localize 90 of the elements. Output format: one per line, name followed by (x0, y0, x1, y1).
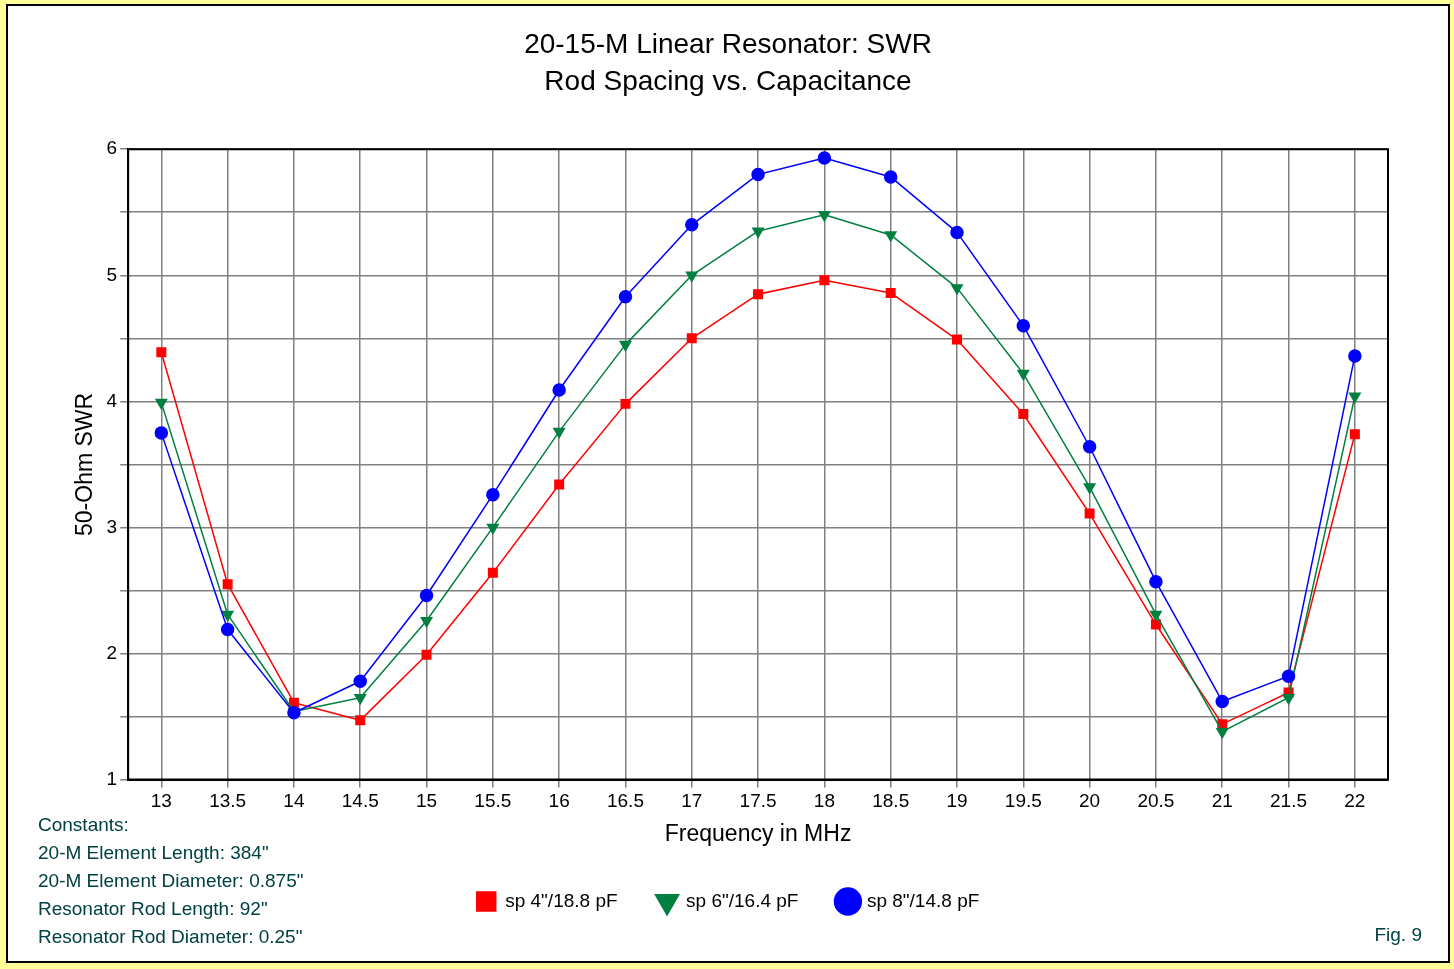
point (486, 523, 499, 535)
x-tick-label: 14.5 (341, 790, 379, 812)
point (884, 231, 897, 242)
point (221, 610, 234, 622)
point (1348, 349, 1362, 363)
point (1348, 392, 1361, 404)
point (618, 289, 633, 304)
point (1215, 694, 1229, 709)
point (753, 289, 764, 300)
point (952, 334, 962, 345)
point (1149, 574, 1163, 589)
point (883, 170, 898, 184)
text: 20-M Element Diameter: 0.875" (38, 870, 304, 892)
x-tick-label: 16.5 (606, 790, 644, 812)
point (685, 218, 699, 232)
text: 20-M Element Length: 384" (38, 842, 269, 864)
point (818, 211, 831, 222)
point (1082, 440, 1097, 454)
point (951, 284, 963, 295)
caption: Fig. 9 (1374, 924, 1422, 946)
x-axis-title: Frequency in MHz (664, 819, 852, 846)
y-tick-label: 6 (106, 137, 118, 159)
point (554, 479, 565, 490)
point (752, 227, 765, 238)
x-tick-label: 21.5 (1270, 790, 1308, 812)
point (156, 347, 167, 358)
point (819, 275, 830, 286)
point (487, 567, 498, 578)
legend-label: sp 6"/16.4 pF (686, 889, 799, 911)
y-tick-label: 3 (106, 515, 118, 537)
point (1017, 369, 1030, 381)
point (155, 398, 168, 410)
y-axis-title: 50-Ohm SWR (71, 392, 98, 536)
x-tick-label: 15.5 (474, 790, 512, 812)
point (420, 616, 433, 628)
point (553, 427, 566, 439)
x-tick-label: 19.5 (1004, 790, 1042, 812)
text: Constants: (38, 814, 129, 836)
point (552, 383, 566, 397)
x-tick-label: 13.5 (209, 790, 247, 812)
x-tick-label: 18 (813, 790, 835, 812)
point (620, 398, 631, 409)
point (751, 167, 765, 182)
x-tick-label: 20.5 (1137, 790, 1175, 812)
x-tick-label: 14 (283, 790, 305, 812)
point (950, 225, 964, 240)
x-tick-label: 18.5 (872, 790, 910, 812)
x-tick-label: 21 (1211, 790, 1233, 812)
y-tick-label: 5 (106, 263, 118, 285)
point (353, 674, 367, 689)
legend-label: sp 4"/18.8 pF (505, 889, 618, 911)
x-tick-label: 16 (548, 790, 570, 812)
point (885, 287, 896, 298)
chart-subtitle: Rod Spacing vs. Capacitance (544, 65, 912, 97)
point (1083, 483, 1096, 494)
point (1281, 669, 1296, 683)
chart-title: 20-15-M Linear Resonator: SWR (524, 27, 932, 59)
point (1016, 318, 1031, 333)
x-tick-label: 19 (946, 790, 968, 812)
point (817, 151, 832, 165)
point (1084, 508, 1095, 519)
point (619, 340, 632, 352)
text: Resonator Rod Diameter: 0.25" (38, 926, 303, 948)
legend-label: sp 8"/14.8 pF (866, 889, 980, 911)
y-tick-label: 1 (106, 767, 118, 789)
point (222, 579, 233, 590)
x-tick-label: 17 (681, 790, 703, 812)
point (1282, 693, 1295, 705)
point (355, 715, 366, 726)
y-tick-label: 2 (106, 641, 118, 663)
point (1149, 610, 1162, 622)
point (354, 693, 367, 705)
x-tick-label: 15 (415, 790, 438, 812)
x-tick-label: 22 (1344, 790, 1366, 812)
point (419, 588, 434, 603)
point (1349, 429, 1360, 440)
point (154, 426, 169, 440)
point (685, 271, 698, 283)
point (1216, 727, 1229, 739)
point (686, 333, 697, 344)
text: Resonator Rod Length: 92" (38, 898, 268, 920)
point (421, 649, 432, 660)
x-tick-label: 20 (1079, 790, 1101, 812)
x-tick-label: 17.5 (739, 790, 777, 812)
point (1150, 619, 1161, 630)
x-tick-label: 13 (150, 790, 172, 812)
point (486, 487, 500, 502)
point (1018, 408, 1029, 419)
point (220, 622, 235, 637)
y-tick-label: 4 (106, 389, 118, 411)
